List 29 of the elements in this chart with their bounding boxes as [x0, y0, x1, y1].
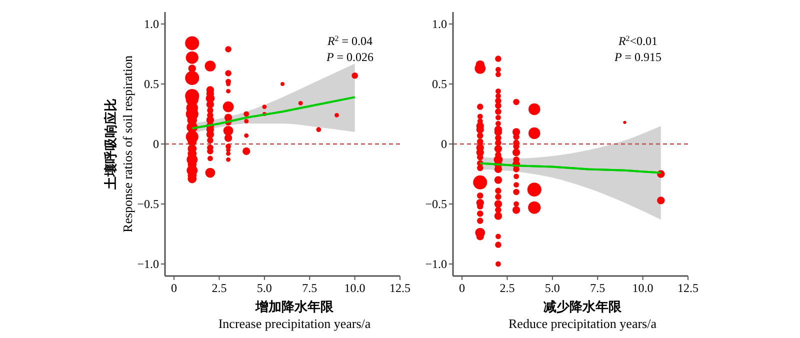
x-tick-label: 10.0 [632, 281, 654, 295]
x-tick-label: 10.0 [344, 281, 366, 295]
annotation: P = 0.915 [613, 50, 662, 64]
y-tick-label: −0.5 [425, 197, 447, 211]
x-tick-label: 2.5 [500, 281, 515, 295]
y-tick-label: 0.5 [432, 77, 447, 91]
y-tick-label: 0 [153, 137, 159, 151]
x-tick-label: 2.5 [212, 281, 227, 295]
x-tick-label: 12.5 [390, 281, 410, 295]
annotation: P = 0.026 [325, 50, 374, 64]
y-axis-title: 土壤呼吸响应比 Response ratios of soil respiration [103, 55, 135, 232]
x-tick-label: 12.5 [678, 281, 698, 295]
annotation: R$^{2}$ = 0.04 [326, 34, 373, 48]
x-axis-title: 减少降水年限 Reduce precipitation years/a [508, 299, 657, 331]
y-tick-label: 1.0 [144, 17, 159, 31]
y-tick-label: 0.5 [144, 77, 159, 91]
x-tick-label: 5.0 [544, 281, 560, 295]
x-axis-title: 增加降水年限 Increase precipitation years/a [218, 299, 371, 331]
y-tick-label: −1.0 [425, 257, 447, 271]
y-tick-label: 1.0 [432, 17, 447, 31]
annotation: R$^{2}$<0.01 [617, 34, 658, 48]
x-tick-label: 0 [459, 281, 466, 295]
y-tick-label: 0 [441, 137, 447, 151]
y-tick-label: −0.5 [137, 197, 159, 211]
x-tick-label: 7.5 [302, 281, 318, 295]
x-tick-label: 0 [171, 281, 178, 295]
y-tick-label: −1.0 [137, 257, 159, 271]
x-tick-label: 7.5 [590, 281, 606, 295]
x-tick-label: 5.0 [256, 281, 272, 295]
